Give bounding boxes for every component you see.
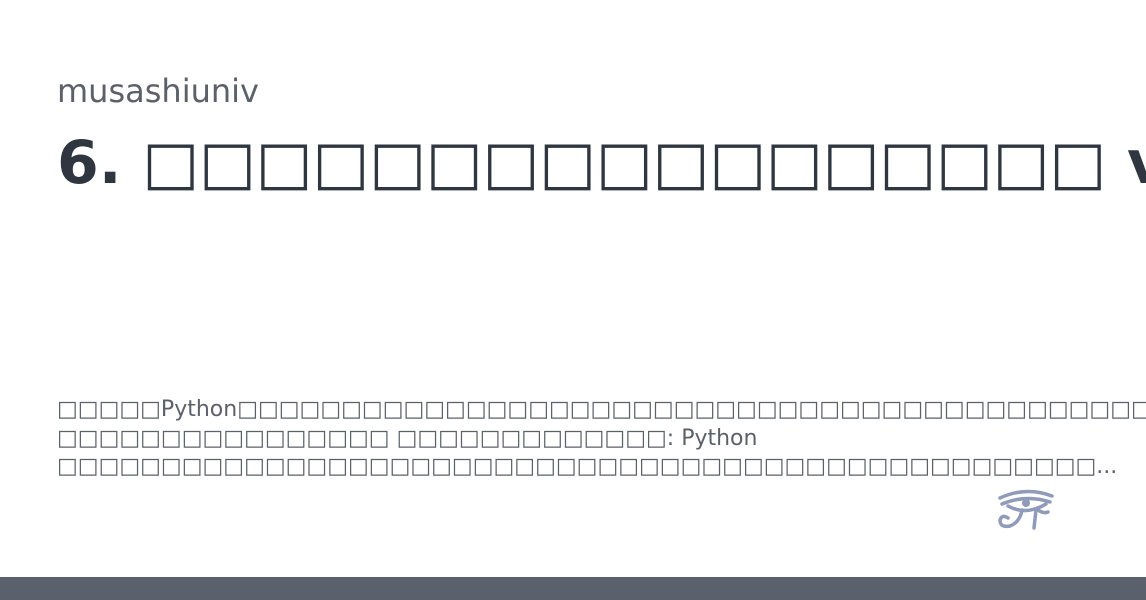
description-line: □□□□□□□□□□□□□□□□ □□□□□□□□□□□□□: Python [57, 425, 758, 451]
footer-bar [0, 577, 1146, 600]
logo [998, 489, 1054, 530]
site-name: musashiuniv [57, 72, 259, 110]
description: □□□□□Python□□□□□□□□□□□□□□□□□□□□□□□□□□□□□… [57, 396, 1146, 482]
page-title: 6. □□□□□□□□□□□□□□□□□ venv [57, 128, 1146, 198]
description-line: □□□□□Python□□□□□□□□□□□□□□□□□□□□□□□□□□□□□… [57, 397, 1146, 422]
description-line: □□□□□□□□□□□□□□□□□□□□□□□□□□□□□□□□□□□□□□□□… [57, 454, 1118, 479]
